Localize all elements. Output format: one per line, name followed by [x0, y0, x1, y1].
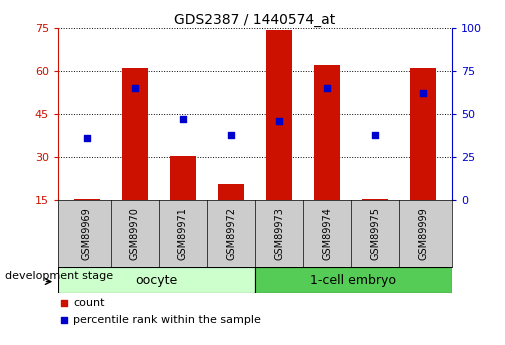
Point: [60, 300, 68, 306]
Text: GSM89969: GSM89969: [82, 207, 92, 260]
Text: count: count: [73, 298, 105, 308]
Text: GSM89974: GSM89974: [322, 207, 332, 260]
Text: oocyte: oocyte: [135, 274, 178, 287]
Bar: [218, 184, 244, 200]
Bar: [255, 267, 452, 293]
Point: [179, 116, 187, 122]
Text: GSM89970: GSM89970: [130, 207, 140, 260]
Bar: [122, 68, 148, 200]
Text: percentile rank within the sample: percentile rank within the sample: [73, 315, 261, 325]
Point: [323, 85, 331, 91]
Point: [275, 118, 283, 124]
Title: GDS2387 / 1440574_at: GDS2387 / 1440574_at: [174, 12, 336, 27]
Text: GSM89971: GSM89971: [178, 207, 188, 260]
Point: [83, 135, 91, 141]
Text: development stage: development stage: [5, 272, 113, 282]
Bar: [266, 30, 292, 200]
Text: GSM89973: GSM89973: [274, 207, 284, 260]
Bar: [74, 199, 100, 200]
Bar: [362, 199, 388, 200]
Text: GSM89999: GSM89999: [418, 207, 428, 260]
Text: 1-cell embryo: 1-cell embryo: [311, 274, 396, 287]
Bar: [170, 156, 196, 200]
Bar: [58, 267, 255, 293]
Point: [60, 317, 68, 323]
Point: [371, 132, 379, 137]
Text: GSM89972: GSM89972: [226, 207, 236, 260]
Text: GSM89975: GSM89975: [370, 207, 380, 260]
Bar: [410, 68, 436, 200]
Point: [131, 85, 139, 91]
Point: [419, 90, 427, 96]
Point: [227, 132, 235, 137]
Bar: [314, 65, 340, 200]
